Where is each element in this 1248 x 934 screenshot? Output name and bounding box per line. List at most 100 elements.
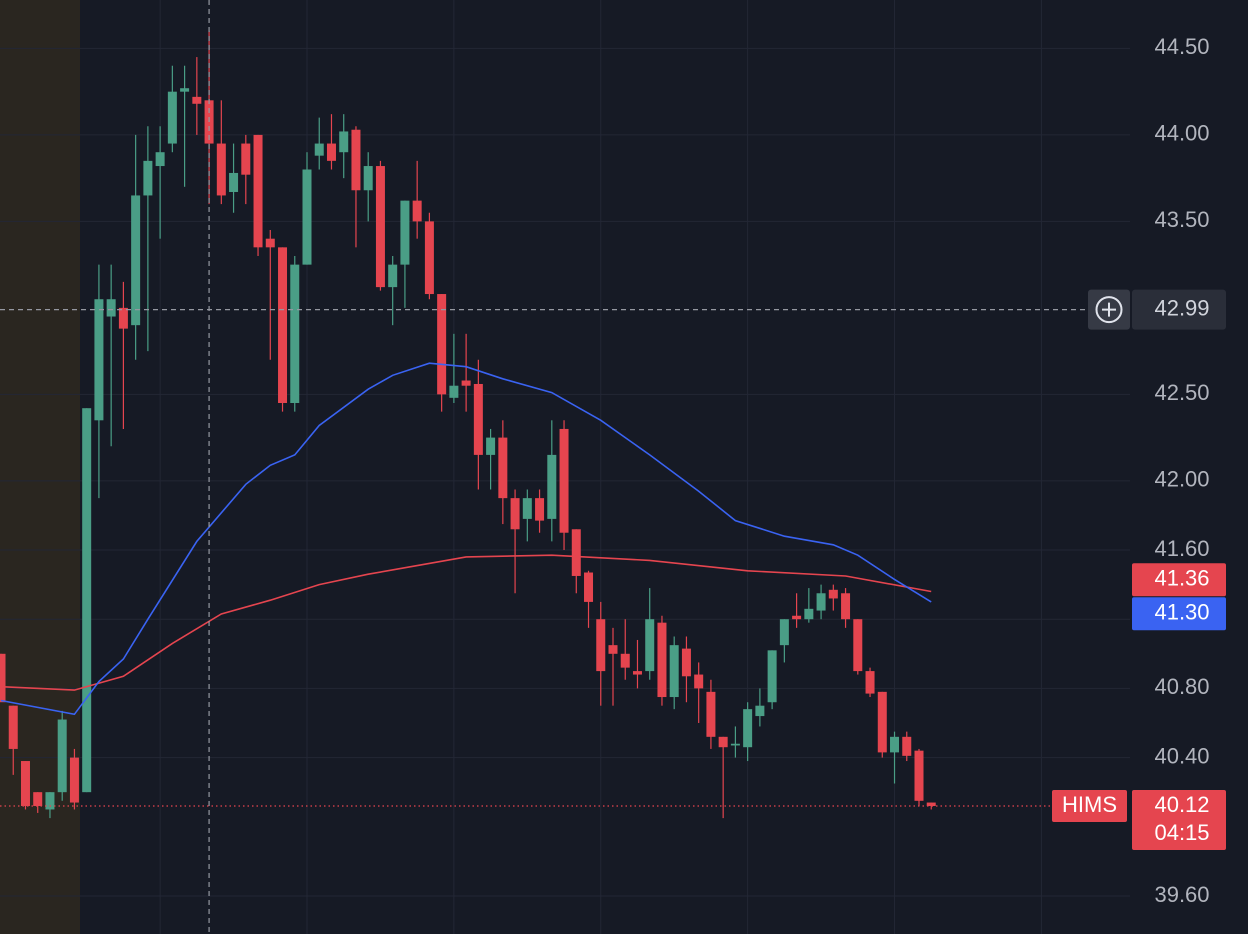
candle-body xyxy=(253,134,263,248)
candle-body xyxy=(718,736,728,748)
y-tick-label: 44.50 xyxy=(1154,34,1209,59)
candle-body xyxy=(449,385,459,398)
y-tick-label: 40.80 xyxy=(1154,674,1209,699)
candle-body xyxy=(657,622,667,698)
candle-body xyxy=(33,792,43,807)
candle-body xyxy=(314,143,324,156)
candle-body xyxy=(290,264,300,404)
candle-body xyxy=(620,653,630,668)
candle-body xyxy=(45,792,55,810)
candle-body xyxy=(229,172,239,192)
candle-body xyxy=(816,593,826,611)
moving-average-line xyxy=(0,362,932,716)
candle-body xyxy=(730,743,740,746)
candle-body xyxy=(0,653,6,703)
candle-body xyxy=(94,299,104,421)
candle-body xyxy=(841,593,851,620)
candle-body xyxy=(596,619,606,672)
candle-body xyxy=(351,129,361,191)
candle-body xyxy=(57,719,67,793)
candle-body xyxy=(412,200,422,222)
candle-body xyxy=(608,645,618,654)
candle-body xyxy=(547,454,557,519)
last-price-label: 40.12 xyxy=(1154,792,1209,817)
ma-value-box xyxy=(1132,597,1226,631)
candle-body xyxy=(767,650,777,703)
candle-body xyxy=(82,408,92,793)
candle-body xyxy=(632,671,642,675)
candle-body xyxy=(375,166,385,288)
candle-body xyxy=(498,437,508,499)
candle-body xyxy=(743,709,753,748)
last-price-box xyxy=(1132,790,1226,851)
candle-body xyxy=(131,195,141,326)
candle-body xyxy=(510,498,520,530)
candle-body xyxy=(804,608,814,620)
candle-body xyxy=(302,169,312,265)
y-tick-label: 42.00 xyxy=(1154,467,1209,492)
candle-body xyxy=(69,757,79,803)
candle-body xyxy=(926,802,936,807)
candle-body xyxy=(216,143,226,196)
y-tick-label: 39.60 xyxy=(1154,882,1209,907)
candle-body xyxy=(180,88,190,92)
crosshair-price-box xyxy=(1132,289,1226,330)
candle-body xyxy=(755,705,765,717)
y-tick-label: 43.50 xyxy=(1154,207,1209,232)
candle-body xyxy=(8,705,18,749)
ma-value-box xyxy=(1132,563,1226,597)
y-tick-label: 42.50 xyxy=(1154,380,1209,405)
candle-body xyxy=(400,200,410,265)
candle-body xyxy=(339,131,349,153)
candle-body xyxy=(437,294,447,395)
candle-body xyxy=(535,498,545,521)
candle-body xyxy=(694,674,704,689)
candle-body xyxy=(779,619,789,646)
candle-body xyxy=(571,529,581,576)
candle-body xyxy=(792,615,802,620)
candle-body xyxy=(914,750,924,801)
candle-body xyxy=(241,143,251,175)
candle-body xyxy=(192,96,202,104)
candle-body xyxy=(828,589,838,599)
candle-body xyxy=(424,221,434,295)
symbol-label: HIMS xyxy=(1062,792,1117,817)
candle-body xyxy=(461,380,471,386)
candle-body xyxy=(20,761,30,807)
candle-body xyxy=(559,428,569,533)
candle-body xyxy=(326,143,336,161)
candle-body xyxy=(522,498,532,519)
crosshair-price-label: 42.99 xyxy=(1154,295,1209,320)
candle-body xyxy=(584,572,594,602)
candle-body xyxy=(669,645,679,698)
symbol-box xyxy=(1052,790,1127,823)
candle-body xyxy=(706,691,716,737)
y-tick-label: 41.60 xyxy=(1154,536,1209,561)
candle-body xyxy=(681,648,691,677)
candle-body xyxy=(106,299,116,317)
candle-body xyxy=(645,619,655,672)
ma-value-label: 41.36 xyxy=(1154,566,1209,591)
candle-body xyxy=(167,91,177,144)
candle-body xyxy=(473,383,483,455)
add-button-icon xyxy=(1095,296,1123,324)
candle-body xyxy=(890,736,900,753)
candle-body xyxy=(155,152,165,167)
moving-average-line xyxy=(0,554,932,691)
candle-body xyxy=(865,671,875,694)
y-tick-label: 40.40 xyxy=(1154,743,1209,768)
add-button-plus xyxy=(1102,302,1116,317)
y-tick-label: 44.00 xyxy=(1154,121,1209,146)
countdown-label: 04:15 xyxy=(1154,820,1209,845)
candle-body xyxy=(363,166,373,191)
candle-body xyxy=(853,619,863,672)
candle-body xyxy=(118,307,128,329)
ma-value-label: 41.30 xyxy=(1154,600,1209,625)
candle-body xyxy=(143,160,153,196)
candle-body xyxy=(877,691,887,753)
candle-body xyxy=(902,736,912,756)
candle-body xyxy=(388,264,398,288)
